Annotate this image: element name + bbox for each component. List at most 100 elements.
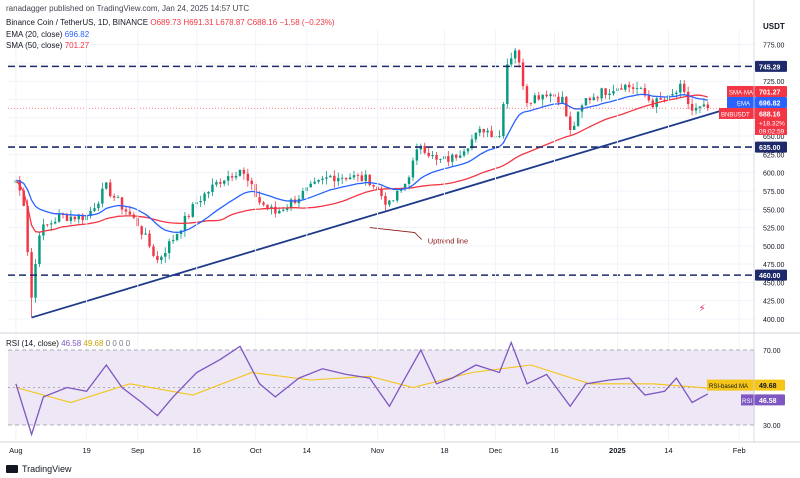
candle-body — [278, 210, 281, 214]
candle-body — [258, 197, 261, 203]
tradingview-logo-icon — [6, 465, 18, 473]
sma-tag-value-bg — [755, 85, 787, 97]
candle-body — [152, 246, 155, 256]
time-tick-label: Dec — [489, 446, 503, 455]
price-tick-label: 625.00 — [763, 152, 785, 159]
candle-body — [380, 189, 383, 196]
candle-body — [226, 176, 230, 181]
candle-body — [22, 190, 25, 206]
candle-body — [140, 226, 143, 235]
time-tick-label: 14 — [303, 446, 311, 455]
price-tick-label: 525.00 — [763, 226, 785, 233]
time-tick-label: 16 — [550, 446, 558, 455]
rsi-legend[interactable]: RSI (14, close) 46.58 49.68 0 0 0 0 — [6, 339, 130, 348]
candle-body — [608, 93, 611, 96]
candle-body — [230, 176, 234, 178]
candle-body — [525, 86, 529, 103]
tradingview-footer[interactable]: TradingView — [6, 464, 72, 474]
price-tick-label: 400.00 — [763, 317, 785, 324]
candle-body — [474, 132, 478, 140]
candle-body — [93, 208, 96, 211]
candle-body — [175, 233, 179, 241]
last-price-value: 688.16 — [759, 111, 781, 118]
level-tag-745: 745.29 — [759, 64, 781, 71]
candle-body — [702, 104, 706, 107]
time-axis[interactable]: Aug 19 Sep 16 Oct 14 Nov 18 Dec 16 2025 14 Feb — [0, 441, 800, 455]
candle-body — [647, 95, 651, 101]
candle-body — [510, 58, 513, 65]
candle-body — [266, 204, 269, 209]
candle-body — [624, 84, 627, 90]
price-tick-label: 475.00 — [763, 262, 785, 269]
rsi-line — [15, 340, 709, 437]
level-tag-460: 460.00 — [759, 273, 781, 280]
candle-body — [533, 95, 537, 104]
candle-body — [352, 175, 356, 178]
candle-body — [160, 256, 163, 261]
candle-body — [683, 83, 686, 92]
sma-legend[interactable]: SMA (50, close) 701.27 — [6, 41, 89, 50]
candle-body — [309, 183, 312, 188]
candle-body — [454, 154, 458, 158]
time-tick-label: Aug — [9, 446, 22, 455]
candle-body — [635, 88, 639, 89]
rsi-ma-tag-value-bg — [755, 379, 785, 391]
candle-body — [513, 50, 517, 59]
ema-20-line — [15, 93, 708, 233]
candle-body — [360, 175, 364, 181]
candle-body — [337, 178, 340, 182]
candle-body — [368, 174, 371, 186]
candle-body — [234, 175, 238, 178]
candle-body — [128, 211, 132, 215]
candle-body — [124, 209, 128, 212]
candle-body — [26, 205, 29, 253]
candle-body — [620, 88, 623, 90]
candle-body — [34, 264, 37, 298]
last-tag-name: BNBUSDT — [721, 112, 750, 118]
price-tick-label: 500.00 — [763, 244, 785, 251]
level-tag-635: 635.00 — [759, 145, 781, 152]
candle-body — [568, 116, 572, 130]
time-tick-label: 2025 — [609, 446, 626, 455]
price-tick-label: 425.00 — [763, 299, 785, 306]
candle-body — [663, 99, 666, 101]
candle-body — [403, 183, 407, 189]
candle-body — [698, 106, 702, 108]
candle-body — [281, 209, 285, 211]
candle-body — [89, 210, 92, 216]
candle-body — [199, 200, 202, 203]
rsi-ma-tag-value: 49.68 — [759, 383, 777, 390]
candle-body — [576, 111, 580, 126]
currency-label: USDT — [763, 22, 785, 31]
candle-body — [627, 84, 631, 88]
candle-body — [372, 185, 375, 187]
rsi-ma-tag-name: RSI-based MA — [709, 384, 748, 390]
rsi-tag-name-bg — [741, 394, 755, 406]
price-pane[interactable]: Uptrend line ⚡ — [8, 30, 755, 440]
candle-body — [42, 224, 45, 236]
candle-body — [706, 104, 710, 109]
candle-body — [81, 214, 84, 221]
candle-body — [344, 177, 348, 180]
level-tag-745-bg — [755, 60, 787, 72]
candle-body — [223, 180, 226, 184]
last-price-tag-bg — [755, 107, 787, 135]
event-lightning-icon[interactable]: ⚡ — [699, 304, 706, 315]
candle-body — [238, 169, 242, 176]
price-scale[interactable]: 775.00750.00725.00700.00675.00650.00625.… — [707, 0, 787, 442]
rsi-pane[interactable] — [0, 332, 800, 437]
candle-body — [588, 98, 592, 101]
ema-legend[interactable]: EMA (20, close) 696.82 — [6, 30, 89, 39]
candle-body — [572, 125, 576, 130]
time-tick-label: 14 — [664, 446, 672, 455]
candle-body — [451, 154, 454, 162]
last-tag-name-bg — [719, 107, 755, 119]
rsi-legend-dots: 0 0 0 0 — [105, 339, 131, 348]
candle-body — [105, 182, 108, 189]
rsi-band — [8, 350, 755, 425]
candle-body — [596, 97, 599, 99]
candle-body — [356, 175, 360, 176]
sma-tag-name-bg — [727, 85, 755, 97]
time-tick-label: Oct — [250, 446, 263, 455]
